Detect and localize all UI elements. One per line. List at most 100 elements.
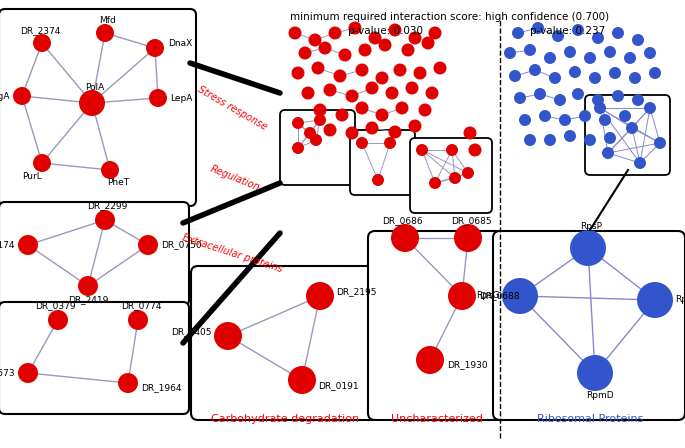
Circle shape [509, 70, 521, 82]
Circle shape [345, 90, 358, 103]
Circle shape [579, 110, 591, 122]
Text: Uncharacterized: Uncharacterized [391, 414, 483, 424]
Circle shape [48, 310, 68, 330]
FancyBboxPatch shape [585, 95, 670, 175]
Circle shape [469, 143, 482, 156]
Circle shape [569, 66, 581, 78]
Circle shape [304, 127, 316, 139]
FancyBboxPatch shape [191, 266, 377, 420]
Circle shape [449, 172, 461, 184]
FancyBboxPatch shape [410, 138, 492, 213]
Circle shape [384, 137, 396, 149]
Text: DR_0688: DR_0688 [479, 292, 520, 301]
Circle shape [429, 26, 442, 39]
FancyBboxPatch shape [350, 130, 415, 195]
Text: Extracellular proteins: Extracellular proteins [181, 232, 284, 274]
Circle shape [101, 161, 119, 179]
Circle shape [406, 82, 419, 95]
Text: DR_0686: DR_0686 [382, 216, 423, 225]
Circle shape [379, 39, 392, 52]
Text: Ribosomal Proteins: Ribosomal Proteins [537, 414, 643, 424]
Circle shape [599, 114, 611, 126]
Circle shape [592, 94, 604, 106]
Circle shape [18, 235, 38, 255]
Circle shape [464, 126, 477, 139]
Circle shape [345, 126, 358, 139]
Circle shape [288, 366, 316, 394]
Circle shape [301, 86, 314, 99]
Circle shape [448, 282, 476, 310]
Circle shape [594, 102, 606, 114]
Circle shape [454, 224, 482, 252]
Circle shape [356, 137, 368, 149]
Text: DR_0379: DR_0379 [35, 302, 75, 310]
Circle shape [96, 24, 114, 42]
Circle shape [602, 147, 614, 159]
Circle shape [414, 66, 427, 79]
Circle shape [372, 174, 384, 186]
Circle shape [323, 124, 336, 137]
Circle shape [314, 114, 326, 126]
Text: DR_0573: DR_0573 [0, 369, 15, 378]
Circle shape [434, 61, 447, 74]
Text: Carbohydrate degradation: Carbohydrate degradation [211, 414, 359, 424]
Circle shape [308, 34, 321, 47]
Text: DR_2374: DR_2374 [20, 26, 60, 35]
Circle shape [349, 22, 362, 34]
Text: DR_2299: DR_2299 [87, 202, 127, 211]
Circle shape [649, 67, 661, 79]
Circle shape [577, 355, 613, 391]
Circle shape [592, 32, 604, 44]
Text: PurL: PurL [22, 172, 42, 181]
Circle shape [532, 22, 544, 34]
Text: DR_0405: DR_0405 [171, 327, 212, 336]
Circle shape [314, 103, 327, 116]
Circle shape [654, 137, 666, 149]
Text: RpmD: RpmD [586, 391, 614, 400]
Text: LigA: LigA [0, 91, 10, 100]
Circle shape [549, 72, 561, 84]
Text: PolA: PolA [86, 82, 105, 91]
Circle shape [319, 42, 332, 55]
Circle shape [329, 26, 342, 39]
Circle shape [391, 224, 419, 252]
Text: DR_0774: DR_0774 [121, 302, 161, 310]
Circle shape [564, 46, 576, 58]
Circle shape [644, 47, 656, 59]
Circle shape [78, 276, 98, 296]
FancyBboxPatch shape [280, 110, 355, 185]
Circle shape [584, 52, 596, 64]
Circle shape [395, 102, 408, 115]
Circle shape [33, 154, 51, 172]
Circle shape [419, 103, 432, 116]
Circle shape [356, 64, 369, 77]
Circle shape [393, 64, 406, 77]
Circle shape [356, 102, 369, 115]
Circle shape [626, 122, 638, 134]
Text: DR_0191: DR_0191 [318, 382, 359, 391]
Circle shape [425, 86, 438, 99]
Circle shape [416, 144, 428, 156]
Circle shape [388, 125, 401, 138]
Circle shape [338, 48, 351, 61]
Circle shape [292, 117, 304, 129]
Circle shape [401, 43, 414, 56]
Circle shape [429, 177, 441, 189]
Circle shape [288, 26, 301, 39]
Circle shape [604, 132, 616, 144]
Circle shape [512, 27, 524, 39]
Circle shape [13, 87, 31, 105]
FancyBboxPatch shape [493, 231, 685, 420]
Circle shape [375, 72, 388, 85]
Circle shape [358, 43, 371, 56]
Text: DR_2195: DR_2195 [336, 288, 377, 297]
Circle shape [334, 69, 347, 82]
Text: p-value: 0.237: p-value: 0.237 [530, 26, 606, 36]
Circle shape [632, 34, 644, 46]
Circle shape [544, 52, 556, 64]
Circle shape [634, 157, 646, 169]
Text: DR_1174: DR_1174 [0, 241, 15, 250]
Text: DR_2419: DR_2419 [68, 296, 108, 305]
Circle shape [386, 86, 399, 99]
Circle shape [570, 230, 606, 266]
